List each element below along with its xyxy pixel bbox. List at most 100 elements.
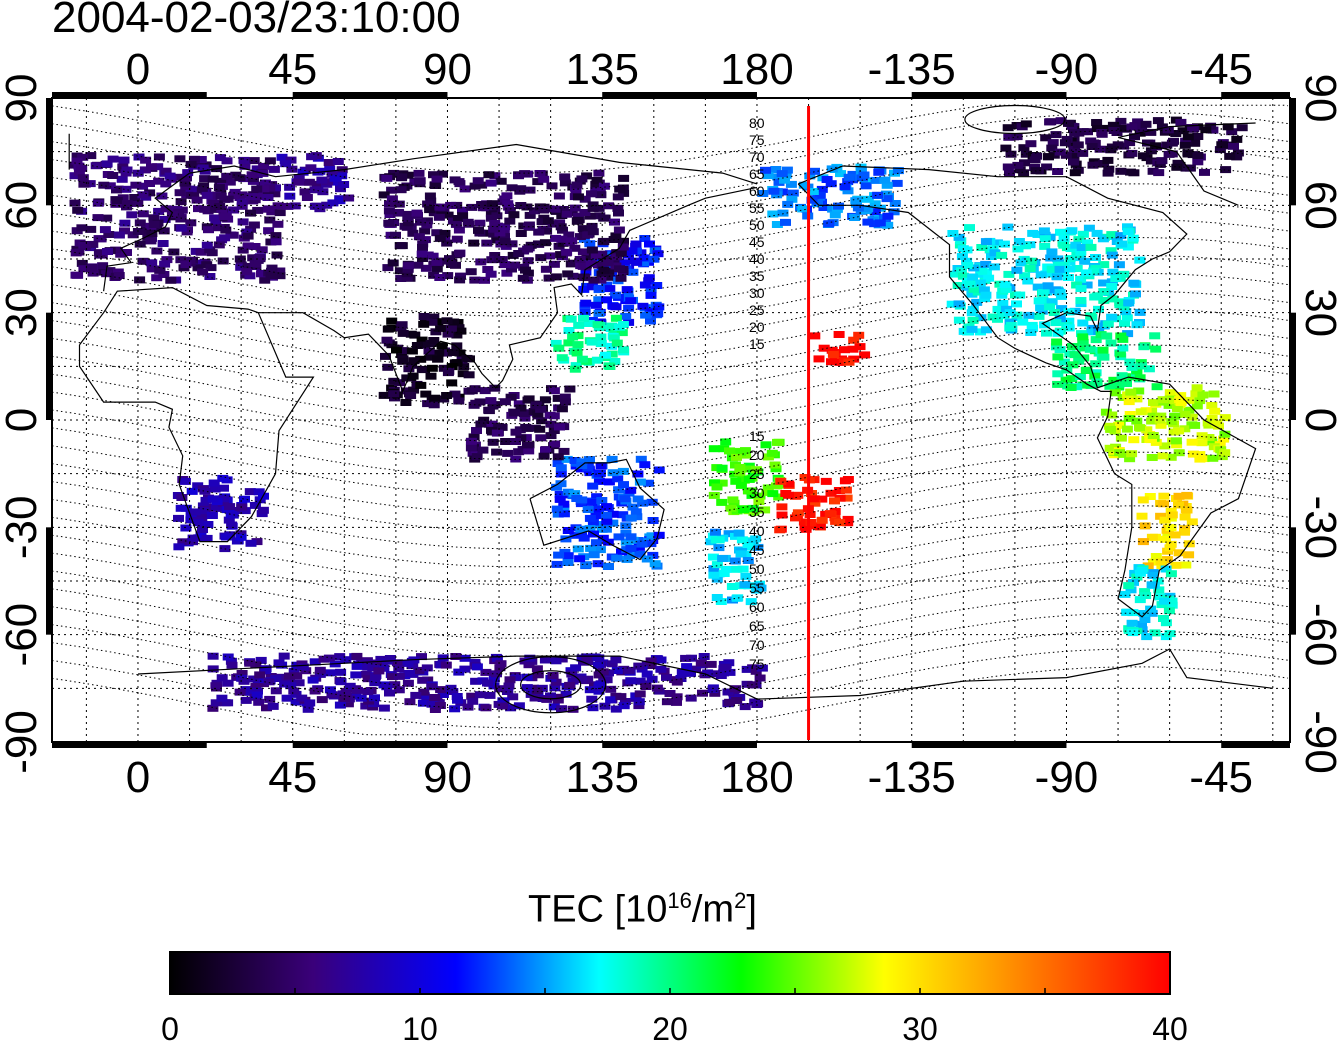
tec-cell <box>520 423 532 431</box>
tec-cell <box>466 203 478 211</box>
tec-cell <box>234 688 246 696</box>
tec-cell <box>1163 150 1175 158</box>
tec-cell <box>416 365 428 373</box>
tec-cell <box>552 394 564 402</box>
tec-cell <box>536 218 548 226</box>
tec-cell <box>408 386 420 394</box>
tec-cell <box>532 178 544 186</box>
tec-cell <box>397 329 409 337</box>
tec-cell <box>200 496 212 504</box>
tec-cell <box>446 363 458 371</box>
tec-cell <box>1149 629 1161 637</box>
tec-cell <box>1115 232 1127 240</box>
tec-cell <box>160 180 172 188</box>
tec-cell <box>1159 516 1171 524</box>
tec-cell <box>722 688 734 696</box>
tec-cell <box>307 676 319 684</box>
tec-cell <box>1075 275 1087 283</box>
tec-cell <box>543 274 555 282</box>
tec-cell <box>1136 126 1148 133</box>
tec-cell <box>717 555 729 562</box>
tec-cell <box>1118 270 1130 278</box>
tec-cell <box>77 174 89 182</box>
tec-cell <box>620 522 632 530</box>
tec-cell <box>402 171 414 179</box>
tec-cell <box>709 528 721 536</box>
tec-cell <box>362 688 374 696</box>
tec-cell <box>272 220 284 228</box>
tec-cell <box>625 533 637 541</box>
tec-cell <box>1179 513 1191 521</box>
tec-cell <box>651 282 663 289</box>
tec-cell <box>1153 169 1165 177</box>
tec-cell <box>164 172 176 180</box>
tec-cell <box>234 255 246 263</box>
tec-cell <box>880 190 892 198</box>
tec-cell <box>759 506 771 514</box>
tec-cell <box>556 655 568 663</box>
tec-cell <box>273 659 285 667</box>
tec-cell <box>581 253 593 261</box>
tec-cell <box>1052 380 1064 388</box>
frame-band-right <box>1290 527 1296 635</box>
tec-cell <box>436 342 448 350</box>
tec-cell <box>1067 151 1079 159</box>
tec-cell <box>1183 406 1195 414</box>
tec-cell <box>86 264 98 272</box>
coastline-3 <box>529 458 665 561</box>
tec-cell <box>1098 279 1110 287</box>
tec-cell <box>165 276 177 284</box>
tec-cell <box>293 174 305 182</box>
tec-cell <box>564 681 576 689</box>
tec-cell <box>455 272 466 280</box>
tec-cell <box>1191 384 1203 392</box>
tec-cell <box>236 198 248 206</box>
tec-cell <box>575 525 587 533</box>
tec-cell <box>987 313 999 321</box>
tec-cell <box>499 238 511 246</box>
tec-patch-9 <box>1119 564 1178 641</box>
tec-cell <box>159 260 171 268</box>
tec-cell <box>607 469 619 477</box>
tec-cell <box>1216 141 1228 149</box>
tec-cell <box>776 170 788 178</box>
tec-cell <box>702 669 714 677</box>
tec-cell <box>297 168 309 176</box>
tec-cell <box>620 538 632 546</box>
tec-cell <box>301 194 313 201</box>
tec-cell <box>465 444 477 452</box>
tec-cell <box>394 242 406 250</box>
tec-cell <box>595 462 607 470</box>
tec-cell <box>1124 411 1136 418</box>
tec-cell <box>121 166 133 174</box>
tec-cell <box>439 229 451 237</box>
tec-cell <box>975 328 986 336</box>
tec-cell <box>210 682 222 690</box>
tec-cell <box>501 269 513 277</box>
tec-cell <box>600 511 612 519</box>
tec-cell <box>78 180 90 188</box>
tec-cell <box>771 221 783 228</box>
tec-cell <box>855 167 867 175</box>
tec-cell <box>581 656 593 664</box>
tec-cell <box>350 671 362 679</box>
tec-cell <box>772 438 783 446</box>
tec-cell <box>494 664 506 672</box>
tec-cell <box>340 690 352 698</box>
tec-cell <box>627 537 639 545</box>
tec-cell <box>1102 169 1114 177</box>
tec-cell <box>593 261 604 269</box>
tec-cell <box>1011 266 1023 274</box>
tec-cell <box>417 676 429 684</box>
tec-cell <box>1090 360 1102 368</box>
tec-cell <box>1144 493 1156 500</box>
tec-cell <box>635 455 647 463</box>
tec-cell <box>506 184 518 192</box>
tec-cell <box>1123 299 1135 307</box>
tec-cell <box>251 538 263 546</box>
tec-cell <box>869 220 881 228</box>
tec-cell <box>1106 231 1118 239</box>
tec-cell <box>237 218 249 226</box>
tec-cell <box>340 656 352 664</box>
